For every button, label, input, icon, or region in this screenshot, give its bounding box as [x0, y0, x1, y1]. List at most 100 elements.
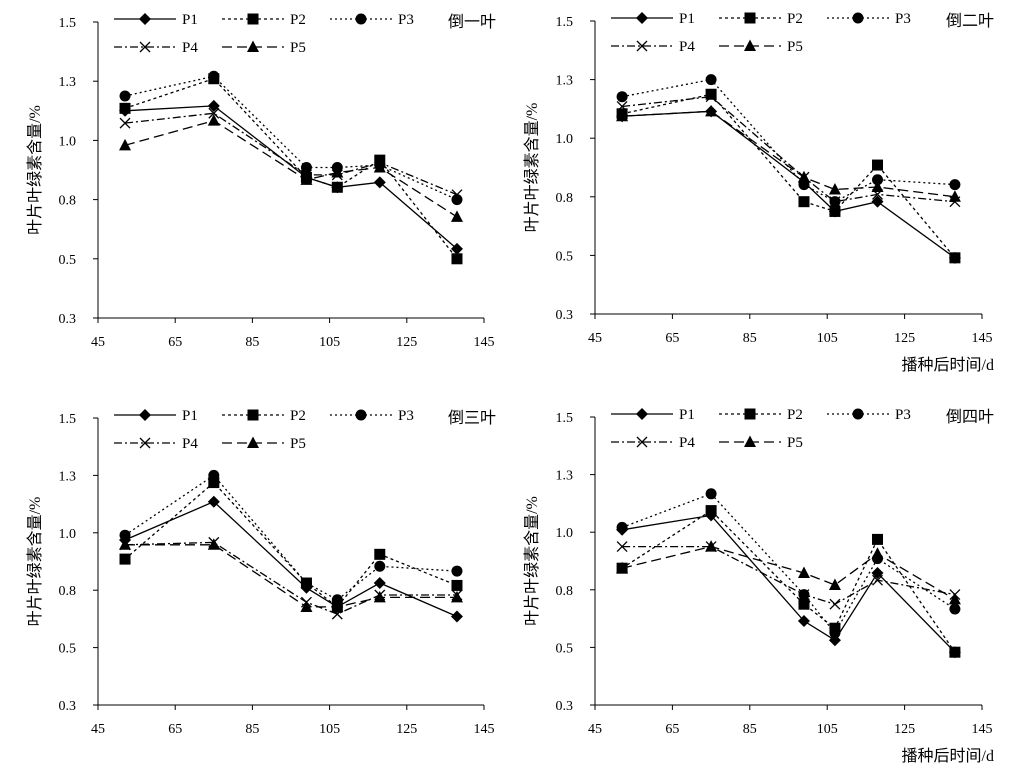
series-line — [124, 77, 458, 260]
series-P4 — [119, 107, 463, 201]
x-tick-label: 65 — [665, 331, 679, 346]
legend-label: P5 — [787, 435, 803, 451]
y-tick-label: 1.3 — [556, 469, 574, 484]
data-point — [451, 194, 463, 206]
data-point — [374, 560, 386, 572]
x-tick-label: 85 — [743, 331, 757, 346]
data-point — [373, 176, 386, 189]
data-point — [450, 210, 463, 222]
series-P2 — [616, 505, 961, 658]
data-point — [119, 90, 131, 102]
y-tick-label: 0.5 — [59, 253, 77, 268]
x-tick-label: 105 — [817, 722, 838, 737]
panel-title: 倒一叶 — [448, 13, 496, 31]
data-point — [798, 598, 810, 610]
legend-marker — [139, 409, 151, 421]
y-axis-label: 叶片叶绿素含量/% — [523, 496, 541, 626]
data-point — [949, 603, 961, 615]
legend-label: P1 — [679, 11, 695, 27]
x-tick-label: 145 — [972, 331, 993, 346]
series-P3 — [119, 70, 463, 206]
y-tick-label: 0.3 — [59, 312, 77, 327]
series-P4 — [119, 536, 463, 620]
legend-marker — [355, 409, 367, 421]
data-point — [331, 600, 344, 612]
x-tick-label: 145 — [972, 722, 993, 737]
data-point — [797, 170, 810, 183]
legend-label: P2 — [290, 408, 306, 424]
data-point — [451, 189, 463, 201]
y-tick-label: 0.5 — [556, 249, 574, 264]
data-point — [829, 196, 841, 208]
legend: P1 P2 P3 P4 P5 — [114, 12, 414, 56]
legend-marker — [636, 40, 648, 52]
data-point — [616, 561, 629, 574]
x-tick-label: 45 — [91, 335, 105, 350]
y-tick-label: 1.5 — [59, 412, 77, 427]
legend-label: P3 — [398, 408, 414, 424]
data-point — [450, 242, 463, 255]
data-point — [451, 565, 463, 577]
x-axis-label: 播种后时间/d — [902, 747, 994, 765]
x-tick-label: 65 — [168, 722, 182, 737]
series-line — [622, 110, 955, 198]
data-point — [207, 538, 220, 550]
y-tick-label: 1.5 — [556, 411, 574, 426]
y-tick-label: 1.0 — [556, 526, 574, 541]
y-tick-label: 0.3 — [556, 699, 574, 714]
data-point — [373, 577, 386, 590]
legend-label: P1 — [182, 12, 198, 28]
data-point — [374, 548, 386, 560]
series-line — [622, 110, 956, 259]
series-P4 — [616, 541, 961, 610]
y-tick-label: 0.3 — [59, 699, 77, 714]
y-tick-label: 0.3 — [556, 308, 574, 323]
x-tick-label: 105 — [817, 331, 838, 346]
legend-label: P4 — [182, 40, 198, 56]
data-point — [616, 521, 628, 533]
legend-label: P4 — [679, 435, 695, 451]
x-tick-label: 145 — [474, 335, 495, 350]
x-tick-label: 85 — [245, 722, 259, 737]
y-tick-label: 0.8 — [59, 194, 77, 209]
data-point — [331, 594, 343, 606]
series-P3 — [119, 469, 463, 606]
legend-label: P4 — [182, 436, 198, 452]
series-line — [124, 105, 458, 250]
data-point — [705, 505, 717, 517]
y-tick-label: 0.8 — [59, 584, 77, 599]
series-P1 — [616, 509, 961, 659]
series-line — [621, 509, 956, 653]
legend-label: P2 — [787, 407, 803, 423]
data-point — [705, 104, 718, 117]
series-P3 — [616, 74, 961, 208]
legend-marker — [636, 12, 648, 24]
data-point — [119, 138, 132, 151]
series-P4 — [616, 91, 961, 208]
data-point — [705, 91, 717, 103]
data-point — [829, 205, 841, 217]
x-tick-label: 65 — [665, 722, 679, 737]
legend-label: P4 — [679, 39, 695, 55]
series-line — [124, 481, 458, 608]
data-point — [373, 161, 386, 173]
legend-marker — [139, 41, 151, 53]
data-point — [208, 469, 220, 481]
y-tick-label: 1.5 — [556, 15, 574, 30]
legend-marker — [852, 408, 864, 420]
x-tick-label: 125 — [396, 335, 417, 350]
data-point — [705, 488, 717, 500]
series-line — [124, 474, 458, 601]
series-line — [124, 500, 458, 618]
data-point — [828, 182, 841, 195]
series-P5 — [119, 114, 463, 222]
legend-marker — [247, 40, 259, 52]
data-point — [616, 100, 628, 112]
data-point — [300, 173, 313, 185]
data-point — [119, 529, 131, 541]
y-axis-label: 叶片叶绿素含量/% — [523, 103, 541, 233]
data-point — [871, 567, 884, 579]
data-point — [119, 538, 132, 550]
data-point — [872, 574, 883, 586]
legend-marker — [636, 408, 648, 420]
